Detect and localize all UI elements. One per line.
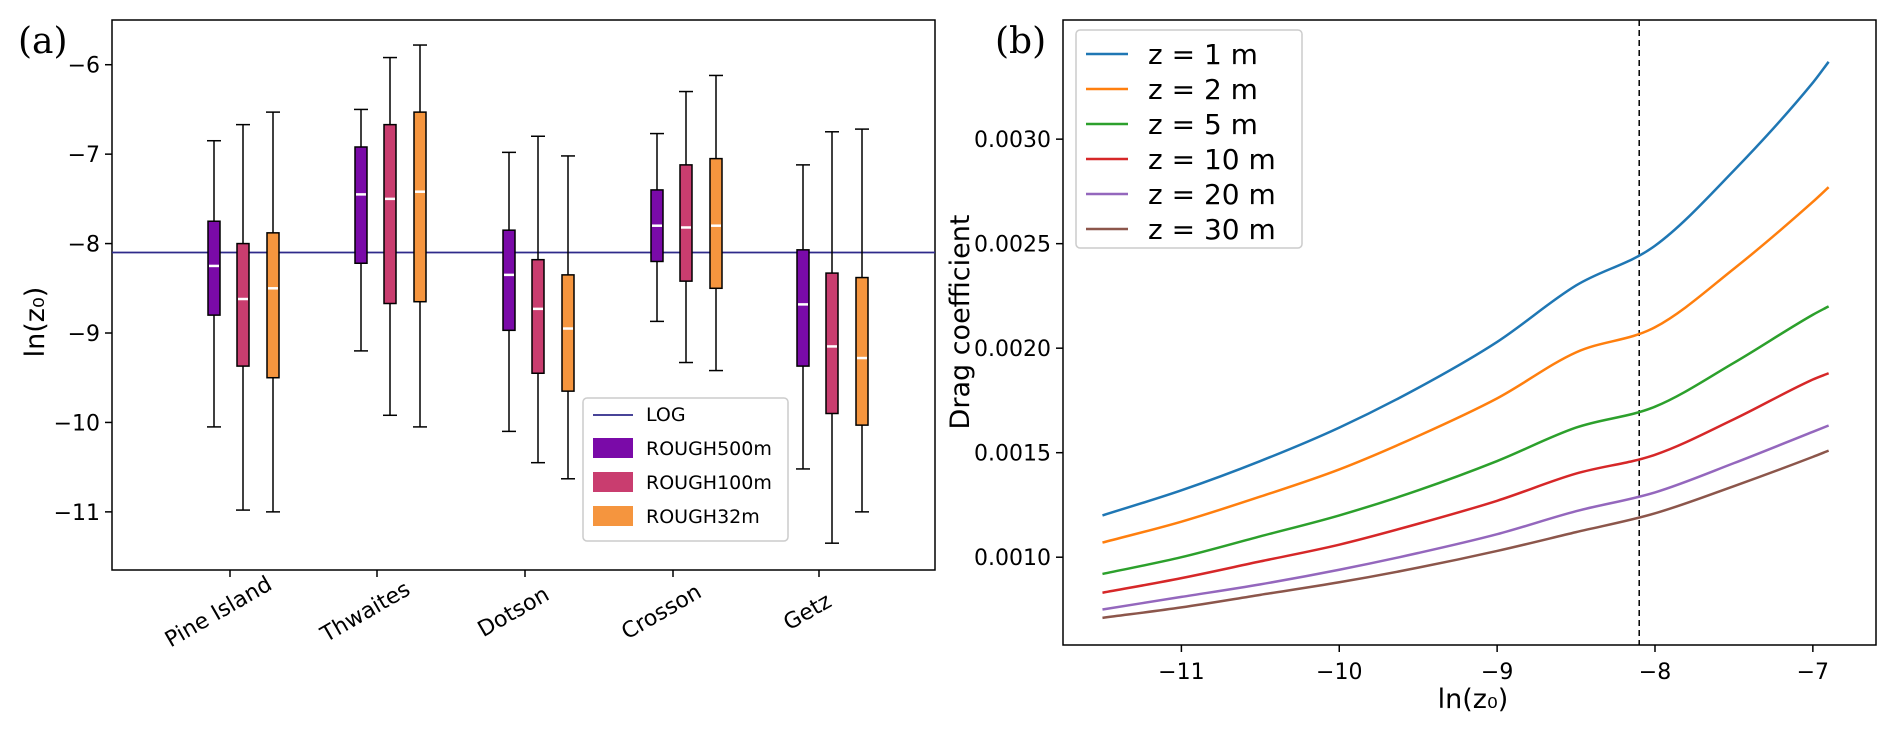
panel-b-legend-box: [1075, 29, 1303, 249]
panel-a-legend-box: [582, 397, 789, 542]
panel-b-x-tick-label: −10: [1316, 660, 1362, 685]
panel-a-legend-label-log: LOG: [646, 404, 686, 426]
panel-b-axes-frame: [1062, 19, 1877, 646]
panel-b-series-line-4: [1102, 372, 1830, 594]
panel-b-series-line-3: [1102, 305, 1830, 576]
panel-a-legend-swatch-rough500m: [593, 438, 633, 458]
panel-a-y-tick-label: −8: [68, 233, 100, 258]
panel-b-series-line-1: [1102, 61, 1830, 517]
panel-b-line-chart: (b) Drag coefficient ln(z₀) −11 −10 −9 −8 −7…: [945, 19, 1877, 715]
panel-a-legend-label-rough32m: ROUGH32m: [646, 506, 760, 528]
panel-b-legend-label-3: z = 5 m: [1148, 108, 1258, 141]
panel-a-box-rough100m: [531, 258, 545, 375]
panel-b-legend-label-2: z = 2 m: [1148, 73, 1258, 106]
panel-b-y-tick-label: 0.0030: [974, 128, 1051, 153]
panel-a-legend-swatch-rough100m: [593, 472, 633, 492]
panel-a-box-rough100m: [383, 123, 397, 305]
panel-a-box-rough500m: [354, 146, 368, 265]
panel-b-x-tick-label: −9: [1481, 660, 1513, 685]
panel-a-label: (a): [18, 21, 68, 62]
panel-b-plot-area: −11 −10 −9 −8 −7 0.0010 0.0015 0.0020 0.0025 0.00…: [974, 19, 1877, 685]
panel-a-box-rough100m: [825, 272, 839, 415]
panel-b-x-tick-label: −11: [1158, 660, 1204, 685]
panel-b-y-tick-label: 0.0025: [974, 233, 1051, 258]
panel-a-legend-label-rough100m: ROUGH100m: [646, 472, 772, 494]
panel-b-legend-label-1: z = 1 m: [1148, 38, 1258, 71]
panel-a-box-rough32m: [855, 276, 869, 426]
panel-b-legend-label-4: z = 10 m: [1148, 143, 1276, 176]
panel-a-box-rough32m: [709, 157, 723, 290]
panel-b-series-line-5: [1102, 424, 1830, 611]
panel-b-legend-label-6: z = 30 m: [1148, 213, 1276, 246]
panel-b-y-tick-label: 0.0010: [974, 546, 1051, 571]
panel-a-box-rough32m: [413, 111, 427, 303]
panel-a-y-tick-label: −9: [68, 322, 100, 347]
panel-a-box-rough500m: [207, 220, 221, 316]
panel-b-x-tick-label: −7: [1797, 660, 1829, 685]
panel-a-y-tick-label: −11: [54, 501, 100, 526]
panel-a-y-axis-label: ln(z₀): [20, 287, 51, 358]
panel-b-x-tick-label: −8: [1639, 660, 1671, 685]
panel-a-legend-swatch-rough32m: [593, 506, 633, 526]
panel-a-box-rough32m: [266, 232, 280, 379]
panel-a-box-rough100m: [679, 164, 693, 282]
panel-a-box-rough500m: [796, 249, 810, 367]
panel-b-x-axis-label: ln(z₀): [1438, 684, 1509, 715]
panel-a-box-rough500m: [502, 229, 516, 332]
panel-b-series-line-6: [1102, 449, 1830, 620]
panel-a-legend-label-rough500m: ROUGH500m: [646, 438, 772, 460]
panel-a-box-rough32m: [561, 274, 575, 392]
panel-b-legend-label-5: z = 20 m: [1148, 178, 1276, 211]
panel-b-y-tick-label: 0.0015: [974, 442, 1051, 467]
panel-a-y-tick-label: −10: [54, 411, 100, 436]
panel-b-label: (b): [995, 21, 1046, 62]
panel-a-y-tick-label: −6: [68, 54, 100, 79]
panel-a-axes-frame: [111, 19, 936, 571]
panel-b-series-line-2: [1102, 186, 1830, 544]
panel-a-box-rough100m: [236, 242, 250, 367]
panel-b-y-axis-label: Drag coefficient: [945, 215, 976, 430]
panel-b-y-tick-label: 0.0020: [974, 337, 1051, 362]
panel-a-y-tick-label: −7: [68, 143, 100, 168]
